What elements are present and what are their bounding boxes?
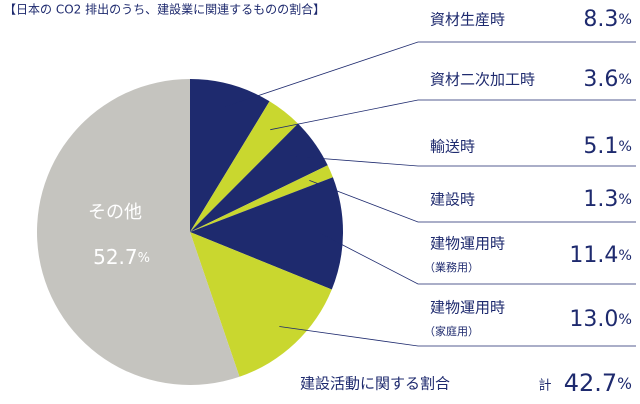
leader-line (270, 99, 636, 131)
value-label-unit: % (618, 312, 632, 328)
pie-slice (190, 177, 343, 290)
pie-slice (190, 165, 333, 232)
chart-title: 【日本の CO2 排出のうち、建設業に関連するものの割合】 (4, 2, 325, 17)
leader-line (309, 179, 636, 223)
value-label-number: 3.6 (583, 67, 618, 92)
pie-slice (190, 101, 299, 232)
value-label-unit: % (618, 192, 632, 208)
category-note: （業務用） (424, 260, 479, 274)
value-label: 1.3% (583, 187, 632, 212)
total-prefix: 計 (538, 378, 551, 394)
leader-line (319, 232, 636, 285)
total-value-number: 42.7 (564, 369, 617, 397)
category-label: 輸送時 (430, 138, 475, 156)
pie-slice (190, 79, 270, 232)
category-label: 建物運用時 (430, 299, 505, 317)
value-label-number: 11.4 (569, 243, 618, 268)
category-label: 資材生産時 (430, 11, 505, 29)
leader-line (224, 41, 636, 108)
category-label: 資材二次加工時 (430, 71, 535, 89)
category-label: その他 (88, 202, 142, 223)
category-label: 建設時 (430, 191, 475, 209)
total-label: 建設活動に関する割合 (300, 375, 450, 393)
value-label-unit: % (618, 12, 632, 28)
value-label: 11.4% (569, 243, 632, 268)
value-label-unit: % (618, 248, 632, 264)
total-value: 42.7% (564, 369, 632, 397)
value-label-number: 8.3 (583, 7, 618, 32)
value-label-number: 13.0 (569, 307, 618, 332)
pie-slice (36, 79, 240, 385)
value-label-unit: % (618, 72, 632, 88)
value-label-number: 5.1 (583, 134, 618, 159)
value-label: 52.7% (93, 245, 150, 269)
value-label-number: 52.7 (93, 245, 138, 269)
total-value-unit: % (617, 375, 632, 393)
value-label: 5.1% (583, 134, 632, 159)
value-label-unit: % (138, 251, 150, 266)
value-label: 3.6% (583, 67, 632, 92)
category-note: （家庭用） (424, 324, 479, 338)
pie-slice (190, 232, 332, 377)
leader-line (295, 156, 636, 167)
pie-slice (190, 123, 328, 232)
value-label: 13.0% (569, 307, 632, 332)
category-label: 建物運用時 (430, 235, 505, 253)
value-label-unit: % (618, 139, 632, 155)
value-label-number: 1.3 (583, 187, 618, 212)
leader-line (279, 326, 636, 347)
value-label: 8.3% (583, 7, 632, 32)
